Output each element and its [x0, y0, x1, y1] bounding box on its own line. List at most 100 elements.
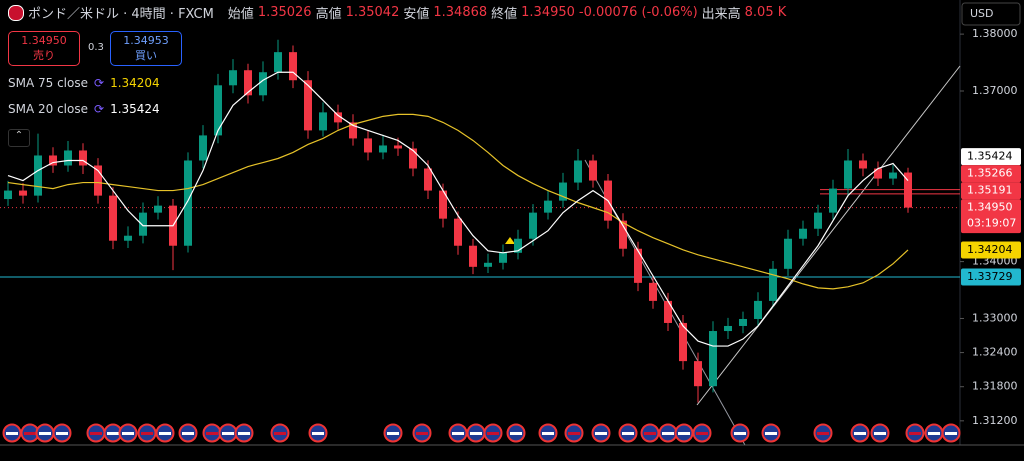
ohlc-label: 終値	[491, 7, 518, 22]
indicator-row: SMA 75 close ⟳ 1.34204	[8, 76, 160, 90]
y-tick-label: 1.31800	[972, 380, 1018, 393]
candle-body	[259, 72, 267, 96]
candle-body	[469, 245, 477, 267]
symbol-icon	[8, 4, 24, 21]
event-icon-stripe	[6, 432, 18, 435]
volume-label: 出来高	[701, 7, 741, 22]
event-icons	[2, 423, 961, 443]
volume: 8.05 K	[744, 5, 787, 20]
event-icon-stripe	[222, 432, 234, 435]
event-icon-stripe	[487, 432, 499, 435]
candle-body	[49, 155, 57, 166]
candle-body	[199, 135, 207, 161]
indicator-value: 1.34204	[110, 76, 160, 90]
sell-label: 売り	[33, 49, 55, 62]
trend-line	[696, 65, 961, 406]
event-icon-stripe	[238, 432, 250, 435]
candle-body	[439, 190, 447, 219]
candle-body	[379, 145, 387, 153]
candle-body	[514, 238, 522, 253]
candle-body	[124, 235, 132, 241]
candle-body	[889, 172, 897, 179]
candle-body	[529, 212, 537, 239]
buy-button[interactable]: 1.34953 買い	[110, 31, 182, 66]
candle-body	[79, 150, 87, 166]
indicator-icon[interactable]: ⟳	[94, 76, 105, 90]
currency-button[interactable]	[961, 2, 1021, 26]
indicator-name: SMA 20 close	[8, 102, 88, 116]
candle-body	[349, 122, 357, 139]
event-icon-stripe	[662, 432, 674, 435]
event-icon-stripe	[90, 432, 102, 435]
price-tag	[961, 199, 1021, 234]
candle-body	[634, 248, 642, 283]
indicator-row: SMA 20 close ⟳ 1.35424	[8, 102, 160, 116]
ohlc-label: 始値	[227, 7, 254, 22]
price-tag-label: 1.35266	[967, 167, 1013, 180]
candle-body	[214, 85, 222, 136]
event-icon-stripe	[141, 432, 153, 435]
candle-body	[589, 160, 597, 181]
price-tag	[961, 182, 1021, 200]
event-icon-stripe	[24, 432, 36, 435]
candle-body	[694, 361, 702, 387]
event-icon-stripe	[510, 432, 522, 435]
event-icon-stripe	[595, 432, 607, 435]
price-tag	[961, 148, 1021, 166]
candle-body	[859, 160, 867, 169]
candle-body	[184, 160, 192, 246]
candle-body	[34, 155, 42, 196]
indicator-value: 1.35424	[110, 102, 160, 116]
candle-body	[364, 138, 372, 153]
candle-body	[154, 205, 162, 213]
event-icon-stripe	[470, 432, 482, 435]
candle-body	[334, 112, 342, 123]
ohlc-label: 高値	[315, 7, 342, 22]
y-tick-label: 1.31200	[972, 414, 1018, 427]
event-icon-stripe	[945, 432, 957, 435]
marker	[505, 237, 515, 244]
event-icon-stripe	[206, 432, 218, 435]
candle-body	[724, 325, 732, 332]
sell-button[interactable]: 1.34950 売り	[8, 31, 80, 66]
candle-body	[664, 300, 672, 323]
event-icon-stripe	[928, 432, 940, 435]
event-icon-stripe	[568, 432, 580, 435]
candle-body	[904, 172, 912, 208]
candle-body	[109, 195, 117, 241]
candle-body	[559, 182, 567, 201]
ohlc-value: 1.34950	[521, 5, 575, 20]
candle-body	[229, 70, 237, 86]
ohlc-value: 1.34868	[433, 5, 488, 20]
event-icon-stripe	[56, 432, 68, 435]
event-icon-stripe	[159, 432, 171, 435]
header: ポンド／米ドル · 4時間 · FXCM 始値 1.35026 高値 1.35042…	[8, 3, 786, 22]
candle-body	[454, 218, 462, 246]
candle-body	[814, 212, 822, 229]
candle-body	[769, 268, 777, 301]
candle-body	[304, 80, 312, 131]
event-icon-stripe	[817, 432, 829, 435]
candle-body	[619, 220, 627, 249]
event-icon-stripe	[182, 432, 194, 435]
price-tag	[961, 241, 1021, 259]
event-icon-stripe	[909, 432, 921, 435]
collapse-button[interactable]: ⌃	[8, 129, 30, 147]
event-icon-stripe	[678, 432, 690, 435]
candle-body	[499, 252, 507, 263]
candle-body	[409, 148, 417, 169]
event-icon-stripe	[854, 432, 866, 435]
candle-body	[94, 165, 102, 196]
indicator-icon[interactable]: ⟳	[94, 102, 105, 116]
ohlc-value: 1.35042	[345, 5, 400, 20]
candle-body	[244, 70, 252, 96]
price-tag	[961, 165, 1021, 183]
event-icon-stripe	[696, 432, 708, 435]
candle-body	[394, 145, 402, 149]
sma-line	[7, 71, 909, 347]
event-icon-stripe	[122, 432, 134, 435]
candle-body	[574, 160, 582, 183]
event-icon-stripe	[312, 432, 324, 435]
event-icon-stripe	[874, 432, 886, 435]
